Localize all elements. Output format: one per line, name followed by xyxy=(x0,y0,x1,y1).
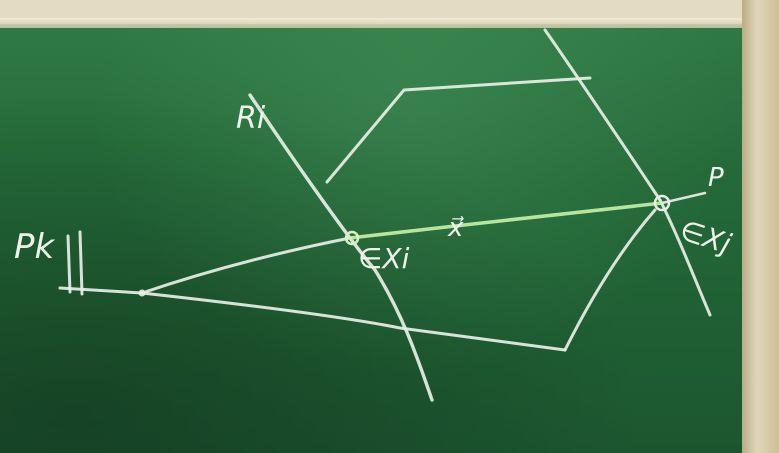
axis-line xyxy=(58,286,144,295)
ri-curve xyxy=(248,93,434,402)
xi-intersection-point xyxy=(344,230,360,246)
chalkboard-right-frame xyxy=(742,0,779,453)
chalkboard xyxy=(0,24,751,453)
label-pk: Pk xyxy=(14,227,56,267)
pk-plane-line-2 xyxy=(78,230,84,296)
label-in-xi: ∈Xi xyxy=(358,242,410,275)
polygon-bottom-right-edge xyxy=(563,208,657,352)
pk-plane-line-1 xyxy=(66,234,72,294)
ray-lower xyxy=(140,291,567,352)
label-x-vector: x⃗ xyxy=(447,213,464,243)
polygon-top-edge xyxy=(325,76,592,184)
chalkboard-top-edge xyxy=(0,18,748,28)
xj-intersection-point xyxy=(653,194,671,212)
label-ri: Ri xyxy=(236,101,266,136)
x-vector-line xyxy=(348,201,664,240)
label-p: P xyxy=(708,163,724,193)
polygon-right-upper-edge xyxy=(543,28,662,202)
polygon-right-lower-edge xyxy=(658,198,712,317)
ray-upper xyxy=(140,236,352,295)
left-vertex-point xyxy=(138,289,146,297)
